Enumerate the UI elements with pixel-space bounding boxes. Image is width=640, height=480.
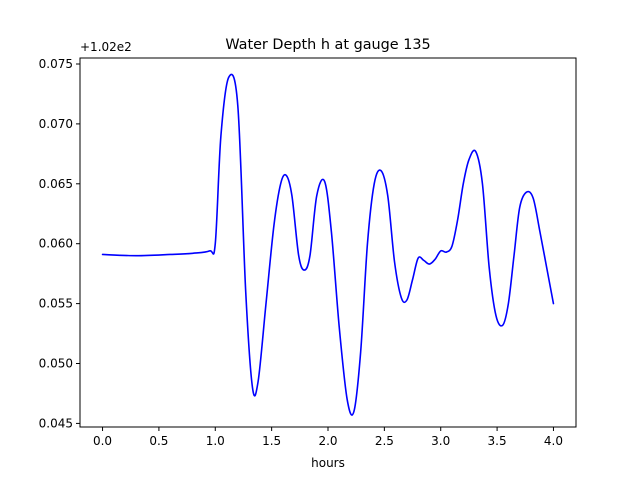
x-tick-label: 3.0: [431, 434, 450, 448]
y-tick-label: 0.050: [39, 357, 73, 371]
x-axis: 0.0 0.5 1.0 1.5 2.0 2.5 3.0 3.5 4.0: [93, 427, 563, 448]
plot-frame: [79, 57, 577, 428]
x-tick-label: 1.0: [206, 434, 225, 448]
x-tick-label: 0.0: [93, 434, 112, 448]
y-tick-label: 0.045: [39, 416, 73, 430]
y-tick-label: 0.065: [39, 177, 73, 191]
chart-title: Water Depth h at gauge 135: [225, 37, 430, 53]
x-axis-label: hours: [311, 456, 345, 470]
series-layer: [101, 73, 555, 416]
x-tick-label: 0.5: [149, 434, 168, 448]
y-tick-label: 0.055: [39, 297, 73, 311]
series-line: [101, 73, 555, 416]
y-offset-text: +1.02e2: [80, 40, 132, 54]
y-axis: 0.045 0.050 0.055 0.060 0.065 0.070 0.075: [39, 57, 80, 430]
y-tick-label: 0.070: [39, 117, 73, 131]
y-tick-label: 0.075: [39, 57, 73, 71]
y-tick-label: 0.060: [39, 237, 73, 251]
x-tick-label: 4.0: [544, 434, 563, 448]
x-tick-label: 1.5: [262, 434, 281, 448]
x-tick-label: 2.0: [318, 434, 337, 448]
x-tick-label: 3.5: [488, 434, 507, 448]
x-tick-label: 2.5: [375, 434, 394, 448]
